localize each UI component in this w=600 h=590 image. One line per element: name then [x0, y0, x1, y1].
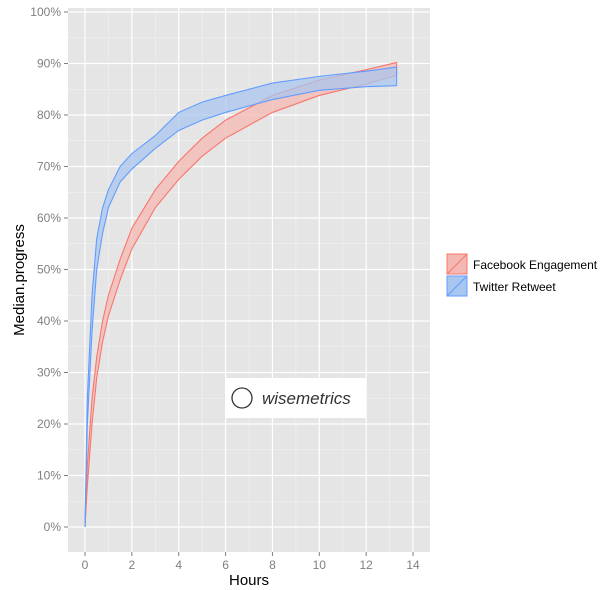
series-layer: [84, 61, 398, 528]
gridlines: [68, 8, 430, 552]
legend-swatch-line: [446, 275, 468, 297]
y-tick-label: 60%: [37, 211, 61, 225]
y-tick-label: 10%: [37, 469, 61, 483]
x-tick-label: 10: [313, 558, 327, 572]
watermark-text: wisemetrics: [262, 389, 351, 408]
legend: Facebook Engagement Twitter Retweet: [446, 253, 598, 297]
wisemetrics-logo-icon: [231, 387, 253, 409]
x-tick-label: 14: [406, 558, 420, 572]
y-tick-label: 90%: [37, 57, 61, 71]
legend-swatch-line: [446, 253, 468, 275]
legend-item: Facebook Engagement: [446, 253, 598, 275]
x-axis-label: Hours: [229, 572, 269, 589]
x-tick-label: 8: [269, 558, 276, 572]
watermark: wisemetrics: [226, 378, 366, 418]
y-tick-label: 0%: [44, 520, 62, 534]
legend-item: Twitter Retweet: [446, 275, 556, 297]
legend-label: Twitter Retweet: [473, 280, 556, 294]
x-tick-label: 4: [175, 558, 182, 572]
x-tick-label: 6: [222, 558, 229, 572]
y-tick-label: 100%: [30, 5, 61, 19]
y-tick-label: 20%: [37, 417, 61, 431]
legend-label: Facebook Engagement: [473, 258, 598, 272]
axis-ticks: 0% 10% 20% 30% 40% 50% 60% 70% 80% 90% 100% 0 2 4 6 8 10…: [30, 5, 420, 572]
y-tick-label: 50%: [37, 263, 61, 277]
y-tick-label: 80%: [37, 108, 61, 122]
x-tick-label: 0: [82, 558, 89, 572]
lower-line: [84, 85, 397, 528]
x-tick-label: 12: [359, 558, 373, 572]
x-tick-label: 2: [129, 558, 136, 572]
y-tick-label: 30%: [37, 366, 61, 380]
y-tick-label: 70%: [37, 160, 61, 174]
lower-line: [84, 74, 397, 528]
y-tick-label: 40%: [37, 314, 61, 328]
y-axis-label: Median.progress: [11, 224, 28, 336]
upper-line: [84, 66, 397, 528]
